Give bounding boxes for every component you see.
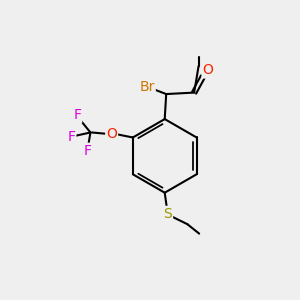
Text: Br: Br [140, 80, 155, 94]
Text: O: O [106, 127, 117, 141]
Text: S: S [163, 207, 172, 221]
Text: F: F [83, 144, 92, 158]
Text: F: F [67, 130, 75, 144]
Text: O: O [202, 64, 213, 77]
Text: F: F [73, 108, 81, 122]
